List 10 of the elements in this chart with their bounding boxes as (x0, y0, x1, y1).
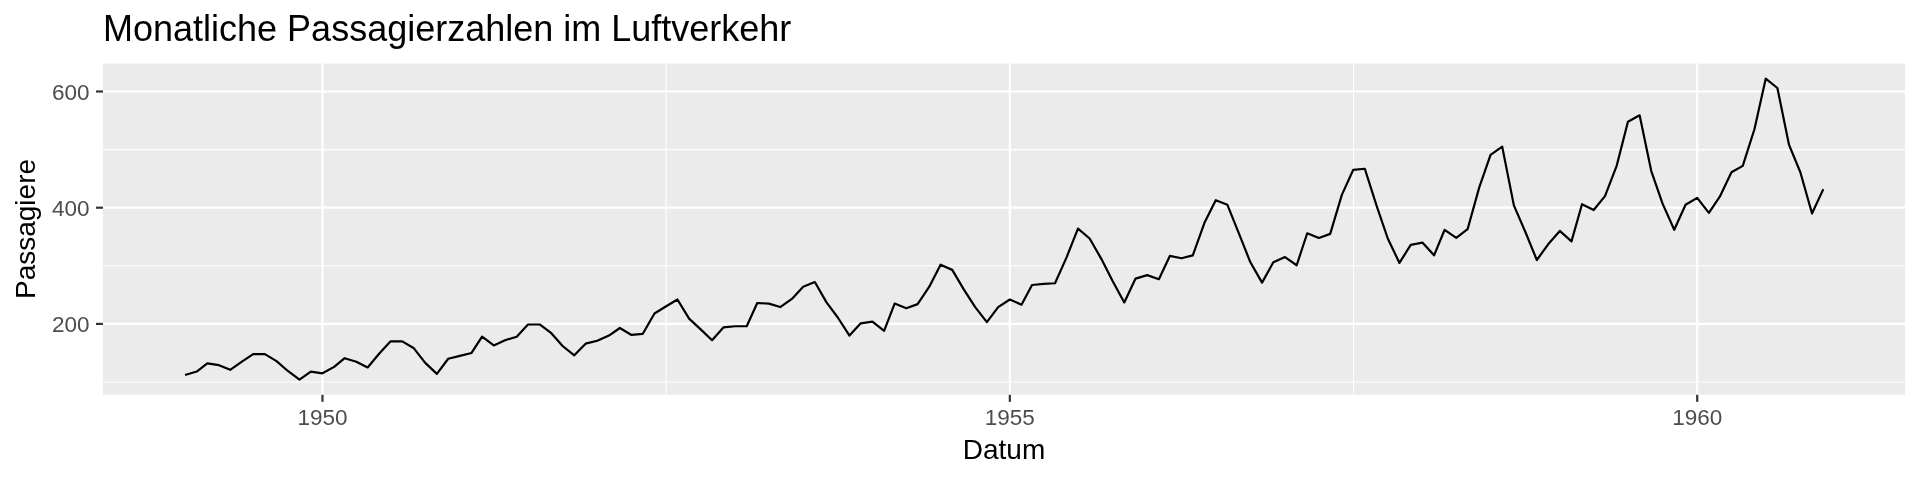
x-tick-label: 1955 (984, 404, 1035, 430)
x-tick-label: 1950 (297, 404, 348, 430)
line-series (183, 77, 1825, 381)
x-axis-title: Datum (961, 433, 1047, 465)
y-tick-label: 400 (51, 195, 90, 221)
chart-title: Monatliche Passagierzahlen im Luftverkehr (103, 7, 792, 49)
y-tick-label: 600 (51, 79, 90, 105)
y-axis-title: Passagiere (9, 157, 41, 302)
x-tick-label: 1960 (1672, 404, 1723, 430)
y-tick-label: 200 (51, 312, 90, 338)
